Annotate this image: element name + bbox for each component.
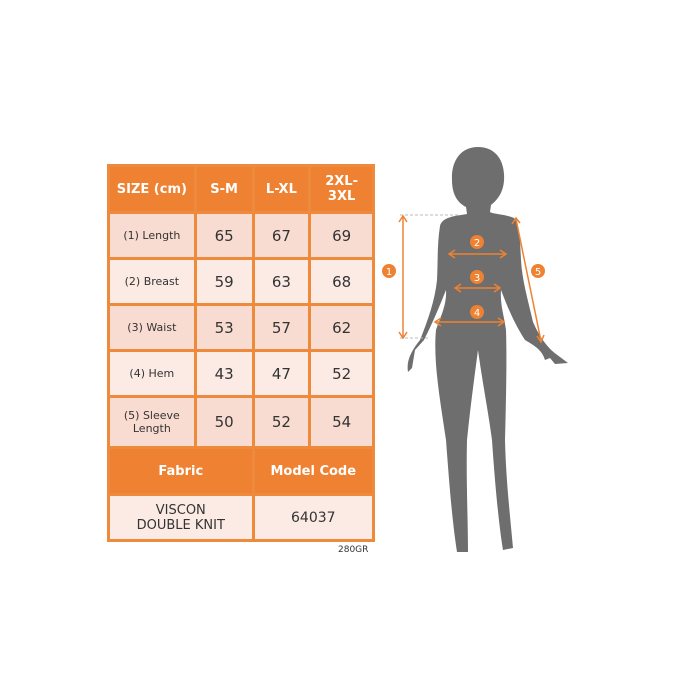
header-s-m: S-M <box>193 164 255 214</box>
measure-arrows <box>398 214 545 344</box>
table-row: (1) Length 65 67 69 <box>107 211 375 260</box>
row-label: (5) Sleeve Length <box>107 395 197 449</box>
guide-lines <box>400 214 460 339</box>
cell: 62 <box>308 303 375 352</box>
svg-text:5: 5 <box>535 267 541 278</box>
silhouette <box>407 147 568 552</box>
cell: 63 <box>251 257 312 306</box>
fabric-weight: 280GR <box>338 545 369 555</box>
sleeve-arrow <box>515 218 542 342</box>
cell: 52 <box>308 349 375 398</box>
fabric-header: Fabric <box>107 446 255 496</box>
cell: 54 <box>308 395 375 449</box>
marker-1: 1 <box>382 264 396 278</box>
svg-text:4: 4 <box>474 308 480 319</box>
cell: 68 <box>308 257 375 306</box>
table-row: (3) Waist 53 57 62 <box>107 303 375 352</box>
cell: 57 <box>251 303 312 352</box>
cell: 50 <box>193 395 255 449</box>
marker-2: 2 <box>470 235 484 249</box>
row-label: (1) Length <box>107 211 197 260</box>
header-l-xl: L-XL <box>251 164 312 214</box>
header-2xl-3xl: 2XL-3XL <box>308 164 375 214</box>
row-label: (2) Breast <box>107 257 197 306</box>
table-row: (4) Hem 43 47 52 <box>107 349 375 398</box>
table-row: (5) Sleeve Length 50 52 54 <box>107 395 375 449</box>
cell: 59 <box>193 257 255 306</box>
header-size: SIZE (cm) <box>107 164 197 214</box>
svg-text:3: 3 <box>474 273 480 284</box>
size-table: SIZE (cm) S-M L-XL 2XL-3XL (1) Length 65… <box>107 164 376 542</box>
cell: 69 <box>308 211 375 260</box>
model-code-value: 64037 <box>251 493 376 542</box>
marker-3: 3 <box>470 270 484 284</box>
fabric-value: VISCON DOUBLE KNIT <box>107 493 255 542</box>
cell: 67 <box>251 211 312 260</box>
model-code-header: Model Code <box>251 446 376 496</box>
fabric-row: VISCON DOUBLE KNIT 64037 <box>107 493 376 542</box>
header-row: SIZE (cm) S-M L-XL 2XL-3XL <box>107 164 375 214</box>
marker-4: 4 <box>470 305 484 319</box>
svg-text:2: 2 <box>474 238 480 249</box>
svg-text:1: 1 <box>386 267 392 278</box>
cell: 53 <box>193 303 255 352</box>
cell: 52 <box>251 395 312 449</box>
cell: 47 <box>251 349 312 398</box>
table-row: (2) Breast 59 63 68 <box>107 257 375 306</box>
row-label: (4) Hem <box>107 349 197 398</box>
row-label: (3) Waist <box>107 303 197 352</box>
cell: 43 <box>193 349 255 398</box>
marker-5: 5 <box>531 264 545 278</box>
cell: 65 <box>193 211 255 260</box>
fabric-header-row: Fabric Model Code <box>107 446 376 496</box>
